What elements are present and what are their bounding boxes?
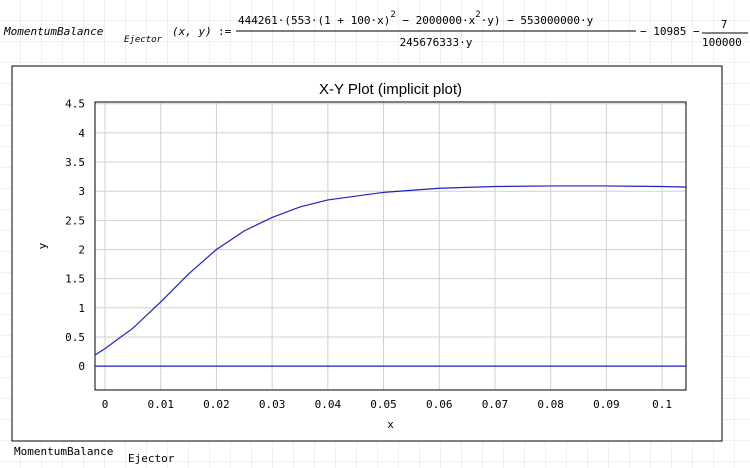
numerator-part: 444261·(553·(1 + 100·x) (238, 14, 390, 27)
y-tick-label: 4.5 (65, 98, 85, 111)
y-tick-label: 4 (78, 127, 85, 140)
footer-name: MomentumBalance (14, 445, 113, 458)
y-tick-label: 1 (78, 302, 85, 315)
x-tick-label: 0.01 (147, 398, 174, 411)
formula-subscript: Ejector (124, 35, 163, 45)
fraction-denominator: 100000 (702, 36, 742, 49)
y-tick-label: 0 (78, 360, 85, 373)
y-tick-label: 3.5 (65, 156, 85, 169)
y-tick-label: 1.5 (65, 273, 85, 286)
formula-tail: − 10985 − (640, 25, 700, 38)
fraction-numerator: 7 (721, 18, 728, 31)
plot-frame[interactable] (11, 65, 723, 442)
y-tick-label: 2.5 (65, 214, 85, 227)
x-tick-label: 0.08 (537, 398, 564, 411)
x-tick-label: 0.02 (203, 398, 230, 411)
numerator: 444261·(553·(1 + 100·x)2 − 2000000·x2·y)… (238, 10, 594, 27)
x-tick-label: 0.05 (370, 398, 397, 411)
formula-args: (x, y) (172, 25, 212, 38)
y-axis-label: y (36, 242, 49, 249)
y-tick-label: 2 (78, 243, 85, 256)
plot-area (94, 101, 687, 391)
x-tick-label: 0.09 (593, 398, 620, 411)
formula-name: MomentumBalance (3, 25, 104, 38)
x-tick-label: 0.03 (259, 398, 286, 411)
x-tick-label: 0.04 (315, 398, 342, 411)
x-tick-label: 0.06 (426, 398, 453, 411)
x-axis-label: x (387, 418, 394, 431)
plot: X-Y Plot (implicit plot) 0 0.5 1 1.5 2 2.5 3 3.5… (36, 81, 687, 431)
numerator-part: ·y) − 553000000·y (481, 14, 594, 27)
x-tick-label: 0.07 (482, 398, 509, 411)
exponent: 2 (390, 10, 395, 20)
numerator-part: − 2000000·x (396, 14, 476, 27)
formula-assign: := (218, 25, 232, 38)
denominator: 245676333·y (400, 36, 473, 49)
formula: MomentumBalance Ejector (x, y) := 444261… (3, 10, 748, 49)
chart-title: X-Y Plot (implicit plot) (319, 81, 462, 98)
exponent: 2 (475, 10, 480, 20)
y-tick-label: 3 (78, 185, 85, 198)
footer-subscript: Ejector (128, 452, 175, 465)
data-line (94, 185, 687, 356)
x-tick-label: 0.1 (652, 398, 672, 411)
y-tick-label: 0.5 (65, 331, 85, 344)
x-tick-label: 0 (102, 398, 109, 411)
